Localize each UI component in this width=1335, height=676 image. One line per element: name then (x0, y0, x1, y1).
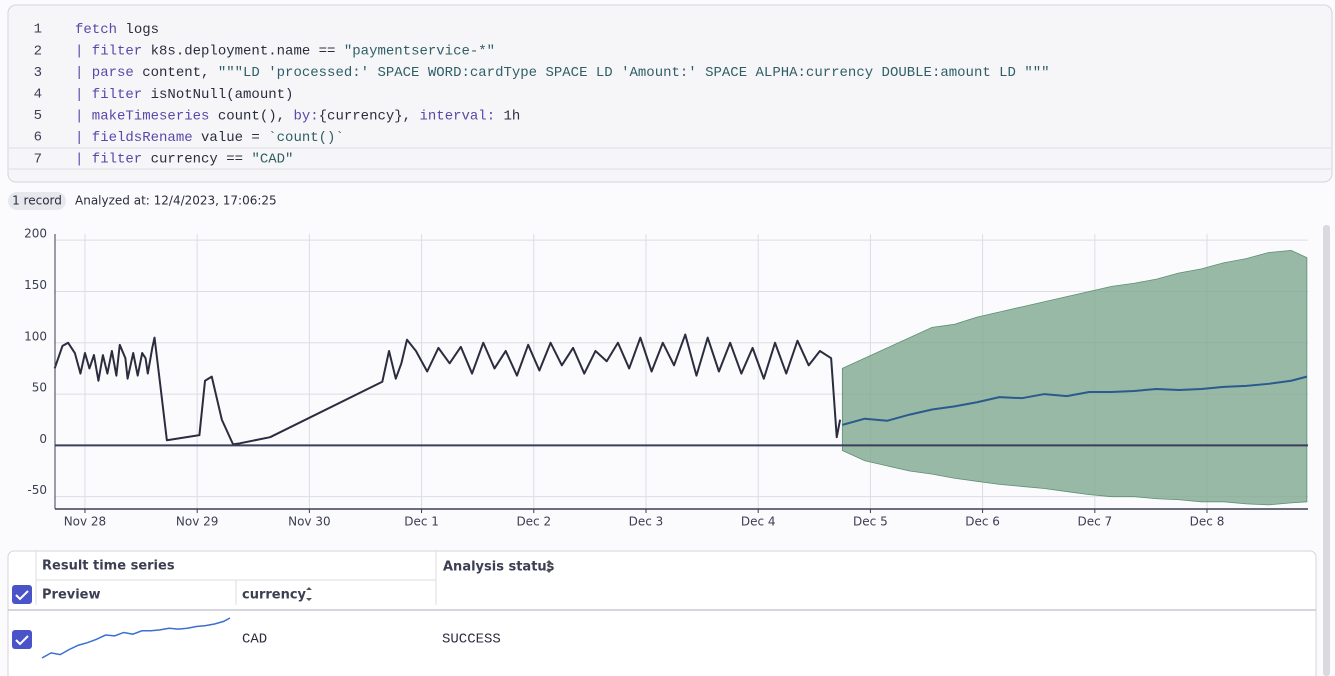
record-badge (8, 192, 66, 210)
code-token: | filter (75, 151, 142, 167)
code-token: | filter (75, 87, 142, 103)
line-number: 1 (34, 22, 42, 38)
code-token: isNotNull(amount) (142, 87, 293, 103)
y-tick-label: 200 (24, 227, 47, 241)
checkbox[interactable] (12, 585, 32, 604)
check (15, 590, 29, 601)
col-header[interactable]: currency (242, 588, 307, 603)
analyzed-at: Analyzed at: 12/4/2023, 17:06:25 (75, 194, 277, 208)
code-token: "CAD" (251, 151, 293, 167)
currency-cell: CAD (242, 632, 267, 648)
table (7, 550, 1317, 676)
x-tick-label: Dec 6 (965, 515, 1000, 529)
y-tick-label: 100 (24, 329, 47, 343)
code-token: k8s.deployment.name == (142, 43, 344, 59)
line-number: 4 (34, 87, 42, 103)
code-token: 1h (495, 108, 520, 124)
code-line: | parse content, """LD 'processed:' SPAC… (75, 65, 1050, 81)
code-token: currency == (142, 151, 251, 167)
x-tick-label: Dec 2 (516, 515, 551, 529)
y-tick-label: 150 (24, 278, 47, 292)
code-line: | filter currency == "CAD" (75, 151, 293, 167)
line-number: 5 (34, 108, 42, 124)
code-token: | filter (75, 43, 142, 59)
x-tick-label: Dec 3 (629, 515, 664, 529)
code-token: value = (193, 130, 269, 146)
code-token: fetch (75, 22, 117, 38)
code-token: | fieldsRename (75, 130, 193, 146)
editor[interactable] (7, 4, 1333, 183)
code-line: | fieldsRename value = `count()` (75, 130, 344, 146)
x-tick-label: Dec 5 (853, 515, 888, 529)
code-token: by: (293, 108, 318, 124)
code-token: `count()` (268, 130, 344, 146)
code-line: | filter k8s.deployment.name == "payment… (75, 43, 495, 59)
chart: -50 0 50 100 150 200 Nov 28 Nov 29 Nov 30 Dec 1 De… (24, 227, 1308, 529)
line-number: 7 (34, 151, 42, 167)
line-number: 2 (34, 43, 42, 59)
code-token: | makeTimeseries (75, 108, 209, 124)
code-line: fetch logs (75, 22, 159, 38)
code-token: {currency}, (319, 108, 420, 124)
y-tick-label: 0 (39, 432, 47, 446)
x-tick-label: Nov 30 (288, 515, 331, 529)
y-tick-label: -50 (27, 483, 47, 497)
col-header[interactable]: Analysis status (443, 560, 555, 575)
code-token: """LD 'processed:' SPACE WORD:cardType S… (218, 65, 1050, 81)
scrollbar[interactable] (1323, 225, 1330, 676)
checkbox[interactable] (12, 630, 32, 649)
line-number: 3 (34, 65, 42, 81)
x-tick-label: Dec 7 (1077, 515, 1112, 529)
code-line: | filter isNotNull(amount) (75, 87, 293, 103)
sort-icon[interactable] (306, 587, 312, 601)
code-token: "paymentservice-*" (344, 43, 495, 59)
sort-icon[interactable] (546, 560, 552, 573)
group-header: Result time series (42, 559, 175, 574)
col-header: Preview (42, 588, 101, 603)
code: 1 fetch logs 2 | filter k8s.deployment.name… (34, 22, 1050, 168)
code-line: | makeTimeseries count(), by:{currency},… (75, 108, 520, 124)
sparkline (41, 617, 231, 659)
y-tick-label: 50 (32, 381, 47, 395)
code-token: | parse (75, 65, 134, 81)
record-count: 1 record (12, 194, 62, 208)
code-token: interval: (419, 108, 495, 124)
code-token: content, (134, 65, 218, 81)
forecast-band (841, 250, 1308, 506)
check (15, 635, 29, 646)
x-tick-label: Dec 4 (741, 515, 776, 529)
line-number: 6 (34, 130, 42, 146)
sparkline-line (41, 617, 231, 659)
x-tick-label: Nov 29 (176, 515, 219, 529)
status-cell: SUCCESS (442, 632, 501, 648)
code-token: count(), (209, 108, 293, 124)
x-tick-label: Dec 8 (1190, 515, 1225, 529)
x-tick-label: Dec 1 (404, 515, 439, 529)
series-line (53, 333, 842, 446)
series-line (842, 375, 1308, 426)
x-tick-label: Nov 28 (64, 515, 107, 529)
code-token: logs (117, 22, 159, 38)
